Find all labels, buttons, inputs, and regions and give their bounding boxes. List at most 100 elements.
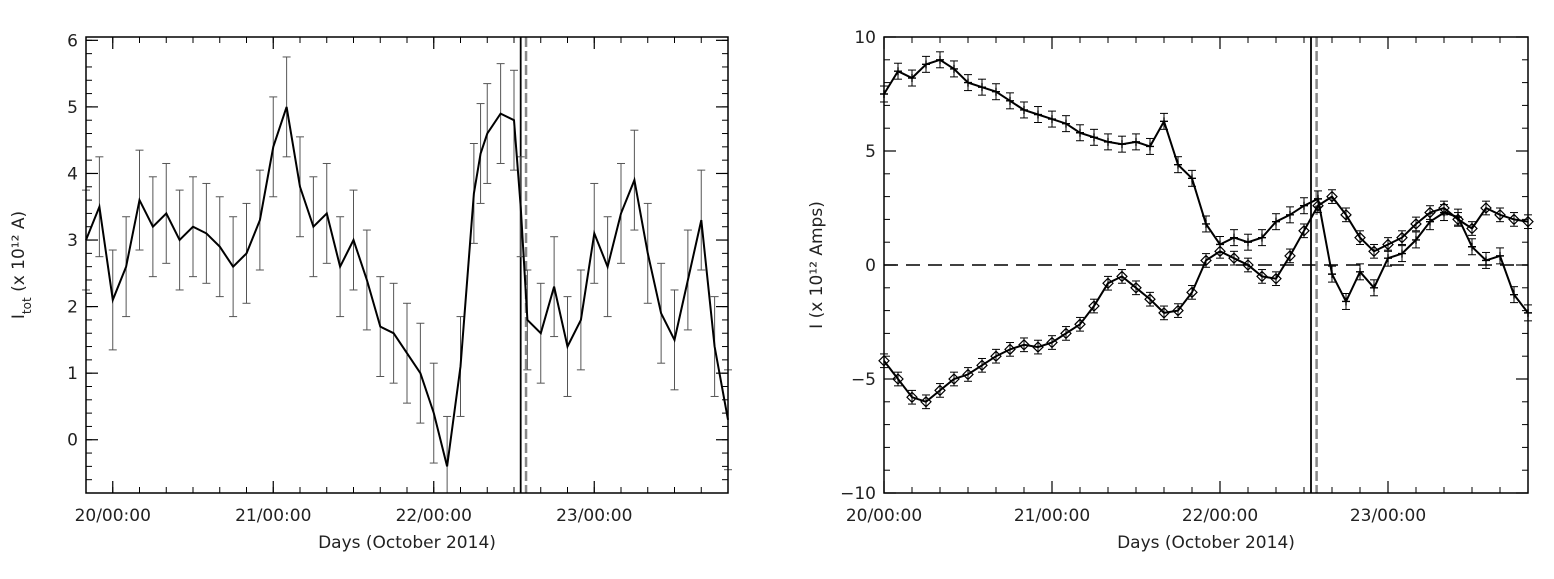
right-series-0-point	[1482, 256, 1490, 265]
right-series-0-point	[1342, 297, 1350, 306]
right-x-axis-label: Days (October 2014)	[1117, 533, 1295, 553]
right-x-tick-label: 22/00:00	[1182, 506, 1258, 526]
right-series-0-point	[1160, 117, 1168, 126]
right-series-0-point	[1230, 233, 1238, 242]
right-series-0-point	[1048, 115, 1056, 124]
right-series-0-point	[1104, 137, 1112, 146]
left-y-tick-label: 0	[67, 431, 78, 451]
right-series-1-point	[1298, 224, 1310, 237]
right-y-tick-label: −10	[840, 484, 876, 504]
right-series-1-point	[1256, 270, 1268, 283]
left-y-axis-label-unit: (x 10¹² A)	[9, 211, 29, 297]
left-event-markers	[519, 37, 528, 493]
right-series-0-point	[1370, 283, 1378, 292]
right-series-1-point	[1340, 208, 1352, 221]
right-series-0-point	[1258, 233, 1266, 242]
right-series-1-point	[920, 395, 932, 408]
right-series-1-point	[1312, 199, 1324, 212]
left-y-tick-label: 5	[67, 98, 78, 118]
right-series-1-point	[1116, 270, 1128, 283]
left-plot-frame	[85, 36, 729, 494]
right-series-1-point	[1214, 245, 1226, 258]
right-series-1-point	[1368, 245, 1380, 258]
right-series-0-point	[1244, 238, 1252, 247]
right-series-1-point	[892, 373, 904, 385]
right-series-1-point	[1074, 318, 1086, 331]
right-series-1-point	[976, 359, 988, 372]
right-series-1-point	[1396, 231, 1408, 244]
right-y-tick-label: 0	[865, 256, 876, 276]
right-series-1-point	[1424, 206, 1436, 219]
right-series-1-point	[1158, 307, 1170, 319]
right-plot-frame	[883, 36, 1529, 494]
right-axis-ticks: −10 −5 0 5 10 20/00:00 21/00:00 22/00:00 23/00:0…	[840, 28, 1529, 526]
right-series-layer	[878, 55, 1534, 408]
right-series-0-point	[1118, 140, 1126, 149]
right-series-0-point	[1286, 210, 1294, 219]
left-x-tick-label: 23/00:00	[556, 506, 632, 526]
right-series-1-point	[906, 391, 918, 404]
left-y-axis-label: Itot (x 10¹² A)	[9, 211, 34, 319]
left-error-bars	[82, 56, 732, 493]
right-series-0-point	[1146, 142, 1154, 151]
right-series-0-point	[950, 64, 958, 73]
left-axis-ticks: 0 1 2 3 4 5 6 20/00:00 21/00:00 22/00:00 23/00:00	[67, 31, 729, 526]
right-series-0-point	[1314, 194, 1322, 203]
right-series-0-point	[1300, 201, 1308, 210]
right-series-1-line	[883, 195, 1529, 403]
right-series-1-point	[1410, 218, 1422, 230]
right-series-0-point	[1468, 242, 1476, 251]
right-series-1-point	[1186, 286, 1198, 299]
right-series-0-point	[1090, 133, 1098, 142]
left-y-axis-label-main: I	[9, 314, 29, 319]
right-series-0-point	[1076, 128, 1084, 137]
right-series-1-point	[1200, 254, 1212, 267]
right-y-tick-label: 5	[865, 142, 876, 162]
right-x-tick-label: 21/00:00	[1014, 506, 1090, 526]
right-series-1-point	[1438, 202, 1450, 214]
right-series-1-point	[1130, 281, 1142, 294]
right-event-markers	[1310, 37, 1318, 493]
left-series-0-line	[85, 106, 729, 467]
right-x-tick-label: 23/00:00	[1350, 506, 1426, 526]
right-series-0-point	[1020, 105, 1028, 114]
right-series-0-line	[883, 58, 1529, 314]
right-series-1-point	[1354, 231, 1366, 244]
right-series-0-point	[1272, 217, 1280, 226]
right-series-0-point	[1034, 110, 1042, 119]
right-series-0-point	[1062, 119, 1070, 128]
left-y-tick-label: 3	[67, 231, 78, 251]
right-series-1-point	[1088, 300, 1100, 312]
left-y-tick-label: 2	[67, 298, 78, 318]
right-series-1-point	[948, 373, 960, 385]
left-x-tick-label: 22/00:00	[396, 506, 472, 526]
right-series-1-point	[1004, 343, 1016, 356]
right-series-1-point	[1172, 304, 1184, 317]
left-x-tick-label: 21/00:00	[235, 506, 311, 526]
right-series-0-point	[1510, 290, 1518, 299]
right-series-1-point	[1228, 252, 1240, 265]
right-series-1-point	[962, 368, 974, 381]
right-y-tick-label: 10	[854, 28, 876, 48]
right-series-0-point	[978, 83, 986, 92]
right-series-0-point	[922, 60, 930, 69]
right-series-0-point	[936, 55, 944, 64]
right-series-1-point	[1284, 250, 1296, 262]
right-series-1-point	[1032, 341, 1044, 353]
right-series-0-point	[1398, 249, 1406, 258]
right-series-0-point	[992, 87, 1000, 96]
right-series-1-point	[1270, 272, 1282, 285]
right-series-1-point	[1480, 202, 1492, 214]
right-series-0-point	[1412, 235, 1420, 244]
right-series-1-point	[1060, 327, 1072, 340]
right-series-1-point	[1242, 259, 1254, 271]
right-series-1-point	[1466, 222, 1478, 235]
left-x-axis-label: Days (October 2014)	[318, 533, 496, 553]
right-series-1-point	[1046, 336, 1058, 349]
right-chart-panel: −10 −5 0 5 10 20/00:00 21/00:00 22/00:00 23/00:0…	[807, 28, 1534, 553]
right-series-0-point	[1132, 137, 1140, 146]
right-x-tick-label: 20/00:00	[846, 506, 922, 526]
right-series-0-point	[1496, 251, 1504, 260]
